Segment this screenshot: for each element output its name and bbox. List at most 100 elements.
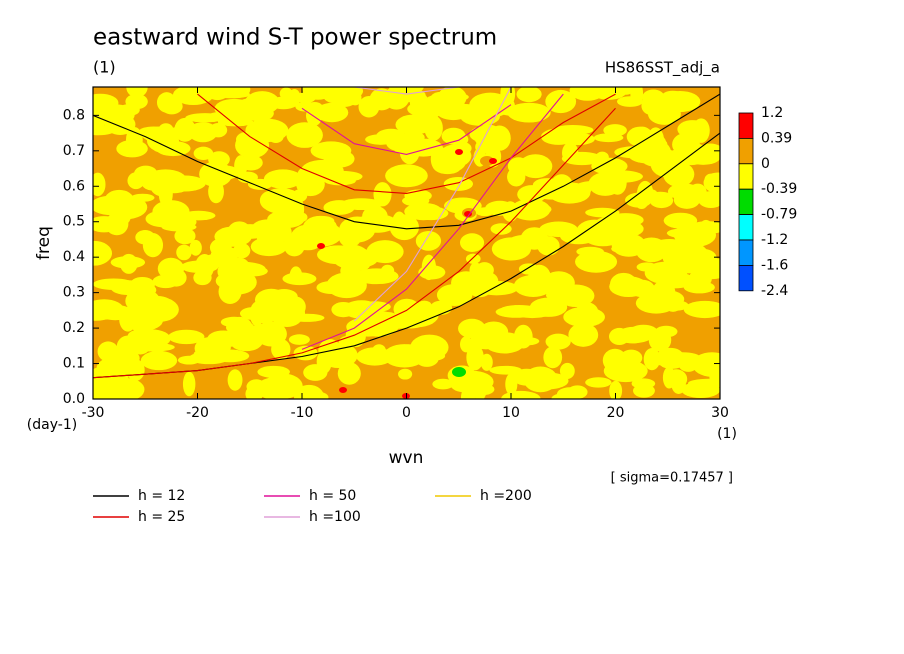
field-blob — [692, 118, 710, 143]
field-blob — [245, 118, 289, 143]
field-blob — [561, 133, 595, 146]
field-blob — [342, 300, 381, 319]
field-blob — [385, 164, 428, 188]
x-axis-unit: (1) — [717, 426, 737, 442]
field-blob — [432, 378, 454, 390]
y-tick-label: 0.5 — [63, 214, 85, 230]
field-blob — [507, 102, 551, 123]
field-blob — [629, 324, 658, 339]
field-blob — [256, 377, 291, 399]
field-blob — [337, 362, 361, 385]
field-blob — [657, 347, 683, 363]
field-blob — [659, 90, 701, 113]
field-blob — [336, 87, 351, 101]
field-blob — [516, 87, 542, 103]
dispersion-curve — [93, 107, 616, 379]
field-blob — [472, 383, 495, 396]
field-blob — [420, 351, 446, 361]
field-blob — [244, 91, 280, 115]
field-blob — [674, 224, 704, 248]
field-blob — [182, 371, 196, 397]
legend-label: h = 50 — [309, 488, 356, 504]
colorbar-box — [738, 112, 754, 139]
field-blob — [585, 207, 620, 218]
field-blob — [93, 278, 135, 290]
field-blob — [491, 237, 532, 261]
y-tick-label: 0.3 — [63, 285, 85, 301]
field-blob — [517, 185, 547, 204]
field-blob — [443, 176, 474, 191]
field-blob — [300, 159, 344, 183]
field-blob — [315, 102, 349, 123]
field-blob — [340, 262, 361, 280]
field-blob — [93, 124, 116, 136]
field-blob — [123, 282, 157, 299]
field-blob — [401, 131, 425, 143]
field-blob — [177, 355, 201, 365]
sigma-note: [ sigma=0.17457 ] — [611, 471, 733, 486]
field-blob — [319, 342, 358, 369]
field-blob — [588, 172, 623, 196]
field-blob — [181, 210, 216, 221]
field-blob — [142, 296, 173, 312]
contour-field — [93, 87, 720, 399]
dispersion-curve — [197, 93, 616, 194]
field-blob — [172, 87, 214, 105]
colorbar-box — [738, 163, 754, 190]
field-speck — [317, 243, 325, 249]
field-blob — [524, 203, 552, 216]
field-speck — [464, 211, 472, 217]
field-blob — [459, 233, 485, 253]
field-blob — [270, 288, 298, 305]
field-blob — [373, 182, 392, 207]
y-tick-label: 0.7 — [63, 143, 85, 159]
field-blob — [257, 365, 290, 378]
field-blob — [194, 336, 229, 360]
field-blob — [666, 303, 680, 312]
field-blob — [160, 98, 183, 115]
dispersion-curve — [301, 104, 512, 155]
field-blob — [545, 333, 571, 350]
field-blob — [665, 149, 689, 173]
field-blob — [227, 369, 243, 391]
field-blob — [394, 308, 429, 329]
field-blob — [467, 277, 493, 298]
field-blob — [174, 117, 196, 142]
field-blob — [93, 172, 106, 197]
field-blob — [430, 146, 449, 172]
field-blob — [537, 236, 560, 256]
field-blob — [419, 106, 440, 120]
field-blob — [279, 87, 293, 100]
field-blob — [93, 104, 135, 126]
field-blob — [641, 96, 662, 116]
field-blob — [93, 366, 129, 392]
field-blob — [559, 362, 575, 380]
field-blob — [383, 344, 426, 368]
field-blob — [155, 140, 191, 157]
field-blob — [282, 272, 317, 286]
field-blob — [140, 350, 178, 371]
field-blob — [610, 272, 638, 296]
x-tick-label: 20 — [607, 405, 625, 421]
field-blob — [126, 87, 148, 98]
chart-title: eastward wind S-T power spectrum — [93, 25, 497, 51]
y-tick-label: 0.8 — [63, 107, 85, 123]
field-blob — [165, 268, 187, 287]
field-blob — [160, 182, 188, 194]
field-blob — [649, 193, 674, 209]
x-tick-label: 0 — [402, 405, 411, 421]
field-blob — [585, 377, 612, 388]
field-blob — [543, 346, 563, 369]
field-blob — [220, 316, 248, 328]
field-blob — [193, 270, 212, 286]
field-blob — [460, 107, 500, 126]
colorbar-label: -2.4 — [761, 283, 788, 299]
field-blob — [409, 92, 429, 113]
field-blob — [437, 87, 467, 109]
run-label: HS86SST_adj_a — [605, 59, 720, 78]
field-blob — [528, 372, 569, 390]
colorbar-box — [738, 214, 754, 241]
legend-label: h = 12 — [138, 488, 185, 504]
